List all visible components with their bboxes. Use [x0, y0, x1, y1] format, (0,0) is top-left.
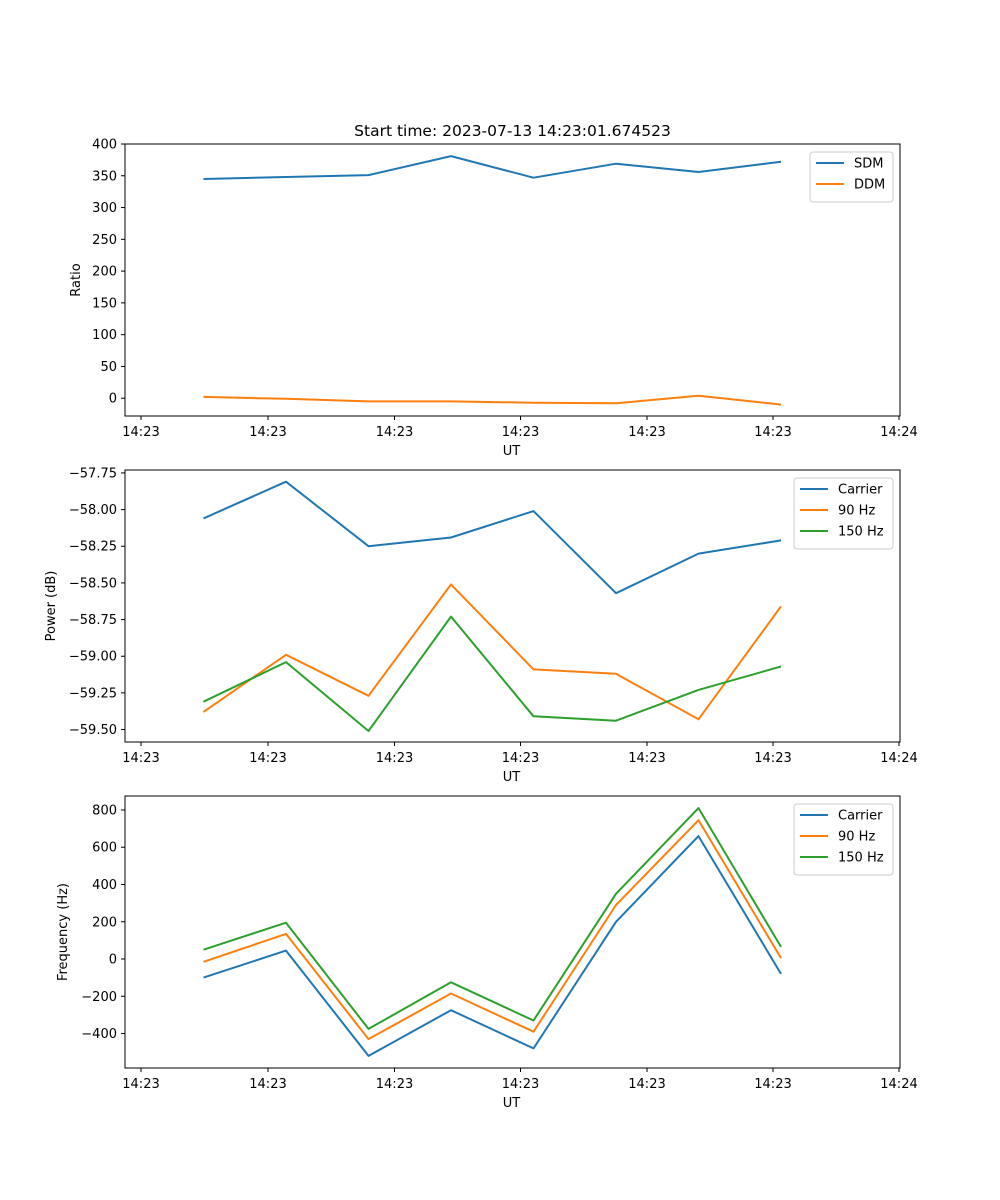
legend: Carrier 90 Hz 150 Hz [793, 477, 894, 550]
x-axis-label: UT [503, 444, 521, 459]
x-tick-label: 14:23 [249, 751, 286, 766]
x-tick-label: 14:24 [880, 1077, 917, 1092]
x-tick-label: 14:23 [502, 1077, 539, 1092]
y-tick-label: 200 [92, 915, 117, 930]
y-tick-label: −58.50 [69, 576, 117, 591]
axes-frame [124, 143, 901, 417]
y-tick-label: 150 [92, 296, 117, 311]
legend-label: Carrier [838, 809, 883, 824]
legend-label: 90 Hz [838, 830, 875, 845]
y-tick-label: 250 [92, 233, 117, 248]
x-tick-label: 14:23 [502, 425, 539, 440]
y-tick-label: 0 [109, 953, 117, 968]
legend: SDM DDM [809, 151, 894, 203]
legend: Carrier 90 Hz 150 Hz [793, 803, 894, 876]
subplot-3: 14:23 14:23 14:23 14:23 14:23 14:23 14:24 UT −40… [56, 795, 918, 1111]
legend-box [809, 151, 894, 203]
y-tick-label: 200 [92, 265, 117, 280]
series-line-carrier [203, 835, 782, 1057]
legend-label: SDM [854, 157, 883, 172]
y-tick-label: −400 [81, 1027, 117, 1042]
series-line-90-hz [202, 583, 782, 721]
y-tick-label: 600 [92, 841, 117, 856]
y-tick-label: −57.75 [69, 466, 117, 481]
y-tick-label: 400 [92, 138, 117, 153]
x-tick-label: 14:23 [754, 425, 791, 440]
x-axis-label: UT [503, 770, 521, 785]
y-axis-label: Frequency (Hz) [56, 883, 71, 981]
x-tick-label: 14:23 [628, 751, 665, 766]
x-axis-label: UT [503, 1096, 521, 1111]
legend-label: 150 Hz [838, 851, 884, 866]
x-tick-label: 14:23 [122, 1077, 159, 1092]
subplot-1: Start time: 2023-07-13 14:23:01.674523 14… [69, 122, 918, 459]
x-tick-label: 14:23 [122, 425, 159, 440]
x-tick-label: 14:23 [122, 751, 159, 766]
y-tick-label: −59.25 [69, 686, 117, 701]
y-tick-label: 0 [109, 392, 117, 407]
x-tick-label: 14:23 [376, 425, 413, 440]
series-line-150-hz [203, 807, 782, 1030]
legend-label: 90 Hz [838, 504, 875, 519]
y-tick-label: −58.75 [69, 613, 117, 628]
x-tick-label: 14:23 [249, 1077, 286, 1092]
subplot-2: 14:23 14:23 14:23 14:23 14:23 14:23 14:24 UT −57… [44, 466, 918, 785]
x-tick-label: 14:23 [249, 425, 286, 440]
axes-frame [124, 469, 901, 743]
x-tick-label: 14:23 [754, 1077, 791, 1092]
x-tick-label: 14:23 [628, 425, 665, 440]
series-line-ddm [203, 394, 782, 406]
y-tick-label: 800 [92, 803, 117, 818]
series-line-90-hz [203, 819, 782, 1041]
y-axis-label: Power (dB) [44, 571, 59, 642]
legend-label: DDM [854, 178, 885, 193]
y-tick-label: −58.00 [69, 503, 117, 518]
x-tick-label: 14:23 [376, 751, 413, 766]
y-tick-label: −59.00 [69, 650, 117, 665]
x-tick-label: 14:24 [880, 425, 917, 440]
x-tick-label: 14:23 [376, 1077, 413, 1092]
axes-frame [124, 795, 901, 1069]
chart-title: Start time: 2023-07-13 14:23:01.674523 [354, 122, 671, 140]
x-tick-label: 14:23 [754, 751, 791, 766]
legend-label: 150 Hz [838, 525, 884, 540]
y-tick-label: −59.50 [69, 723, 117, 738]
series-line-sdm [203, 155, 782, 180]
y-tick-label: 300 [92, 201, 117, 216]
y-tick-label: 350 [92, 169, 117, 184]
y-tick-label: 100 [92, 328, 117, 343]
y-axis-label: Ratio [69, 263, 84, 296]
series-line-carrier [203, 480, 782, 595]
series-line-150-hz [203, 615, 782, 732]
y-tick-label: −200 [81, 990, 117, 1005]
y-tick-label: 400 [92, 878, 117, 893]
y-tick-label: 50 [100, 360, 117, 375]
x-tick-label: 14:24 [880, 751, 917, 766]
legend-label: Carrier [838, 483, 883, 498]
y-tick-label: −58.25 [69, 540, 117, 555]
x-tick-label: 14:23 [628, 1077, 665, 1092]
x-tick-label: 14:23 [502, 751, 539, 766]
